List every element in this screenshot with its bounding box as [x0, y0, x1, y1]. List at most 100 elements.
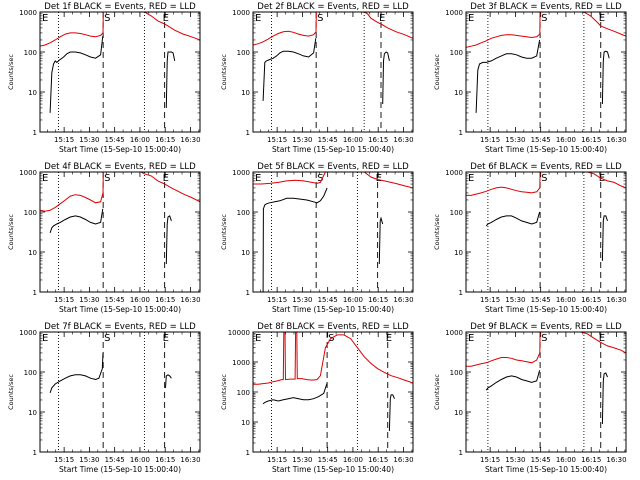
x-axis-label: Start Time (15-Sep-10 15:00:40) [59, 305, 181, 314]
chart-panel-9: Det 9f BLACK = Events, RED = LLD Counts/s… [433, 322, 627, 474]
start-mark-label: E [42, 333, 48, 344]
y-tick-label: 10 [241, 419, 250, 427]
y-tick-label: 10 [454, 249, 463, 257]
saa-mark-label: S [104, 173, 110, 184]
end-mark-label: E [163, 173, 169, 184]
x-tick-label: 15:15 [267, 296, 287, 304]
events-series-line [601, 50, 610, 105]
y-axis-label: Counts/sec [433, 54, 441, 90]
panel-title: Det 7f BLACK = Events, RED = LLD [44, 322, 196, 332]
y-tick-label: 1 [459, 129, 463, 137]
x-tick-label: 15:45 [105, 296, 125, 304]
events-series-line [262, 187, 328, 292]
y-tick-label: 10 [28, 89, 37, 97]
y-tick-label: 1 [33, 289, 37, 297]
x-tick-label: 16:15 [155, 456, 175, 464]
y-axis-label: Counts/sec [220, 54, 228, 90]
plot-frame [465, 331, 627, 453]
end-mark-label: E [163, 13, 169, 24]
y-tick-label: 100 [237, 389, 250, 397]
lld-series-line [40, 12, 200, 47]
x-tick-label: 16:00 [343, 296, 363, 304]
x-tick-label: 16:30 [606, 456, 626, 464]
x-axis-label: Start Time (15-Sep-10 15:00:40) [272, 465, 394, 474]
x-tick-label: 16:15 [368, 296, 388, 304]
y-tick-label: 1000 [19, 169, 37, 177]
events-series-line [49, 208, 104, 234]
lld-series-line [466, 332, 626, 367]
y-tick-label: 1 [459, 449, 463, 457]
end-mark-label: E [386, 333, 392, 344]
events-series-line [165, 51, 176, 108]
end-mark-label: E [599, 13, 605, 24]
plot-frame [39, 331, 201, 453]
events-series-line [49, 36, 104, 113]
y-tick-label: 1 [246, 129, 250, 137]
lld-series-line [253, 332, 413, 385]
start-mark-label: E [468, 173, 474, 184]
x-tick-label: 16:00 [130, 136, 150, 144]
x-tick-label: 16:15 [368, 456, 388, 464]
saa-mark-label: S [541, 173, 547, 184]
y-tick-label: 10000 [228, 329, 250, 337]
x-tick-label: 15:30 [79, 136, 99, 144]
plot-frame [252, 331, 414, 453]
plot-frame [252, 11, 414, 133]
x-tick-label: 16:00 [556, 296, 576, 304]
y-tick-label: 100 [24, 49, 37, 57]
chart-panel-3: Det 3f BLACK = Events, RED = LLD Counts/s… [433, 2, 627, 154]
events-series-line [262, 38, 317, 101]
saa-mark-label: S [104, 13, 110, 24]
plot-frame [465, 171, 627, 293]
chart-panel-6: Det 6f BLACK = Events, RED = LLD Counts/s… [433, 162, 627, 314]
x-tick-label: 16:30 [606, 136, 626, 144]
x-tick-label: 15:30 [79, 456, 99, 464]
panel-title: Det 2f BLACK = Events, RED = LLD [257, 2, 409, 12]
x-tick-label: 16:30 [393, 136, 413, 144]
y-axis-label: Counts/sec [220, 214, 228, 250]
events-series-line [601, 215, 608, 261]
y-axis-label: Counts/sec [7, 54, 15, 90]
start-mark-label: E [42, 13, 48, 24]
y-tick-label: 1000 [232, 169, 250, 177]
y-tick-label: 1 [33, 129, 37, 137]
events-series-line [388, 394, 395, 432]
events-series-line [485, 370, 541, 391]
events-series-line [165, 215, 172, 265]
events-series-line [475, 39, 541, 113]
events-series-line [378, 216, 384, 265]
x-tick-label: 16:00 [130, 456, 150, 464]
x-tick-label: 15:15 [54, 296, 74, 304]
plot-frame [252, 171, 414, 293]
x-axis-label: Start Time (15-Sep-10 15:00:40) [272, 145, 394, 154]
x-tick-label: 15:15 [267, 136, 287, 144]
saa-mark-label: S [541, 333, 547, 344]
x-tick-label: 16:00 [343, 136, 363, 144]
y-tick-label: 100 [237, 49, 250, 57]
x-tick-label: 16:30 [606, 296, 626, 304]
x-axis-label: Start Time (15-Sep-10 15:00:40) [485, 145, 607, 154]
x-tick-label: 15:45 [105, 136, 125, 144]
x-tick-label: 15:45 [318, 296, 338, 304]
x-tick-label: 15:15 [480, 136, 500, 144]
x-tick-label: 16:15 [155, 296, 175, 304]
x-tick-label: 16:30 [180, 456, 200, 464]
plot-frame [39, 11, 201, 133]
y-tick-label: 10 [454, 409, 463, 417]
events-series-line [485, 211, 541, 227]
x-tick-label: 16:00 [556, 456, 576, 464]
chart-panel-5: Det 5f BLACK = Events, RED = LLD Counts/s… [220, 162, 414, 314]
x-tick-label: 15:45 [531, 296, 551, 304]
start-mark-label: E [255, 13, 261, 24]
x-axis-label: Start Time (15-Sep-10 15:00:40) [485, 305, 607, 314]
panel-title: Det 1f BLACK = Events, RED = LLD [44, 2, 196, 12]
saa-mark-label: S [541, 13, 547, 24]
y-tick-label: 100 [450, 49, 463, 57]
panel-title: Det 8f BLACK = Events, RED = LLD [257, 322, 409, 332]
y-axis-label: Counts/sec [220, 374, 228, 410]
start-mark-label: E [255, 333, 261, 344]
x-tick-label: 15:30 [505, 296, 525, 304]
chart-panel-2: Det 2f BLACK = Events, RED = LLD Counts/s… [220, 2, 414, 154]
y-axis-label: Counts/sec [433, 374, 441, 410]
lld-series-line [253, 12, 413, 46]
